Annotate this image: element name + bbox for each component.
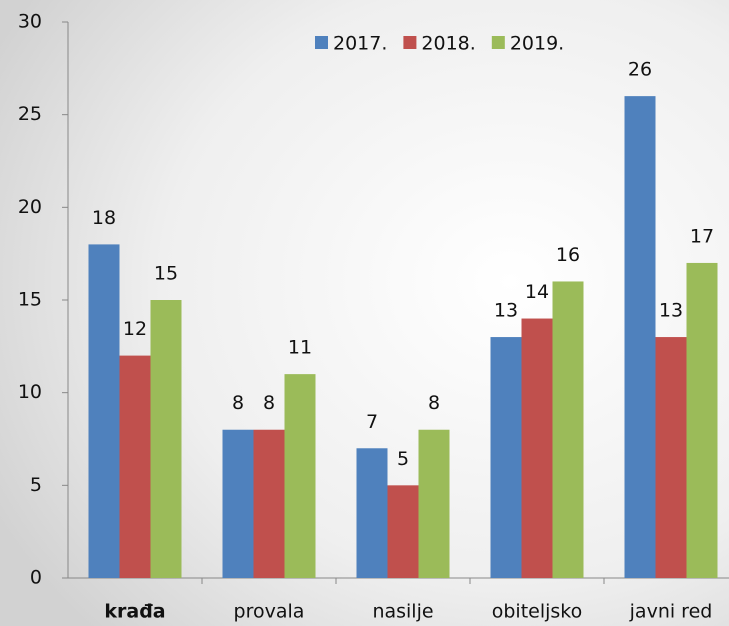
bar [387,485,419,578]
y-tick-label: 25 [18,103,42,125]
y-tick-label: 10 [18,381,42,403]
x-tick-label: javni red [629,601,713,623]
bar [490,337,522,578]
x-tick-label: obiteljsko [492,601,583,623]
data-label: 8 [263,392,275,414]
bar [686,262,718,578]
x-tick-label: krađa [104,601,165,623]
bar [356,448,388,578]
bar [552,281,584,578]
data-label: 18 [92,207,116,229]
data-label: 7 [366,411,378,433]
data-label: 17 [690,225,714,247]
bar [253,429,285,578]
y-tick-label: 30 [18,11,42,33]
bar [418,429,450,578]
y-tick-label: 15 [18,289,42,311]
data-label: 13 [494,300,518,322]
x-tick-label: nasilje [372,601,433,623]
data-label: 5 [397,448,409,470]
legend-label: 2019. [510,33,564,55]
bar [624,96,656,578]
data-label: 16 [556,244,580,266]
legend-swatch [315,36,328,49]
legend-swatch [491,36,505,49]
y-tick-label: 5 [30,474,42,496]
data-label: 12 [123,318,147,340]
bar [655,337,687,578]
data-label: 15 [154,263,178,285]
legend-swatch [403,36,417,49]
bar [284,374,316,578]
y-tick-label: 20 [18,196,42,218]
bar [88,244,120,578]
data-label: 8 [428,392,440,414]
bar [222,429,254,578]
data-label: 13 [659,300,683,322]
x-tick-label: provala [234,601,305,623]
data-label: 14 [525,281,549,303]
data-label: 26 [628,59,652,81]
bar [119,355,151,578]
data-label: 8 [232,392,244,414]
y-tick-label: 0 [30,567,42,589]
legend-label: 2017. [333,33,387,55]
bar [521,318,553,578]
data-label: 11 [288,337,312,359]
legend-label: 2018. [421,33,475,55]
bar [150,300,182,578]
